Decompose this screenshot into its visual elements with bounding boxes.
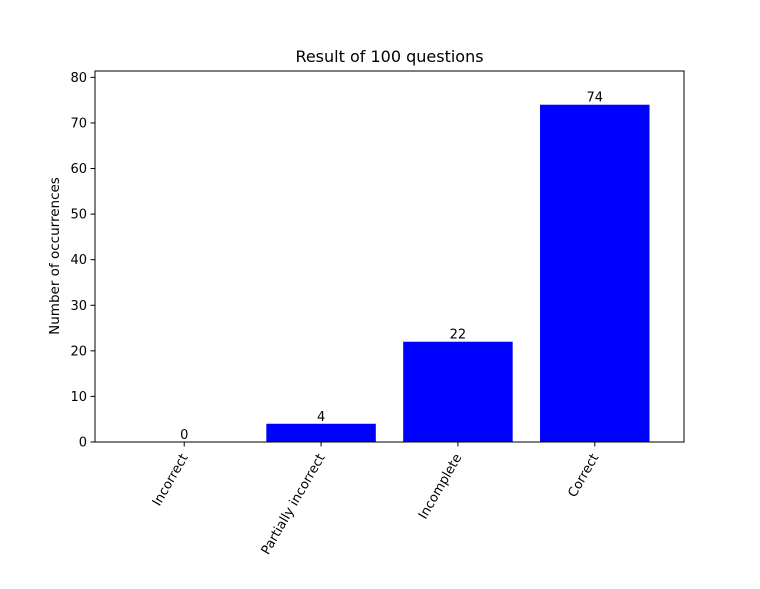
- bar-data-label: 74: [586, 91, 603, 106]
- y-tick-label: 40: [70, 253, 87, 268]
- bar-data-label: 22: [450, 328, 467, 343]
- bar: [403, 341, 513, 442]
- y-tick-label: 80: [70, 71, 87, 86]
- y-tick-label: 10: [70, 390, 87, 405]
- bar: [266, 423, 376, 442]
- y-tick-label: 50: [70, 208, 87, 223]
- bar: [540, 104, 650, 442]
- y-tick-label: 60: [70, 162, 87, 177]
- y-tick-label: 70: [70, 116, 87, 131]
- axes-frame: [94, 70, 685, 443]
- bar-data-label: 4: [317, 410, 325, 425]
- chart-title: Result of 100 questions: [295, 47, 483, 66]
- y-tick-label: 0: [79, 436, 87, 451]
- y-tick-label: 30: [70, 299, 87, 314]
- y-tick-label: 20: [70, 344, 87, 359]
- bar-data-label: 0: [180, 428, 188, 443]
- y-axis-label: Number of occurrences: [47, 177, 63, 335]
